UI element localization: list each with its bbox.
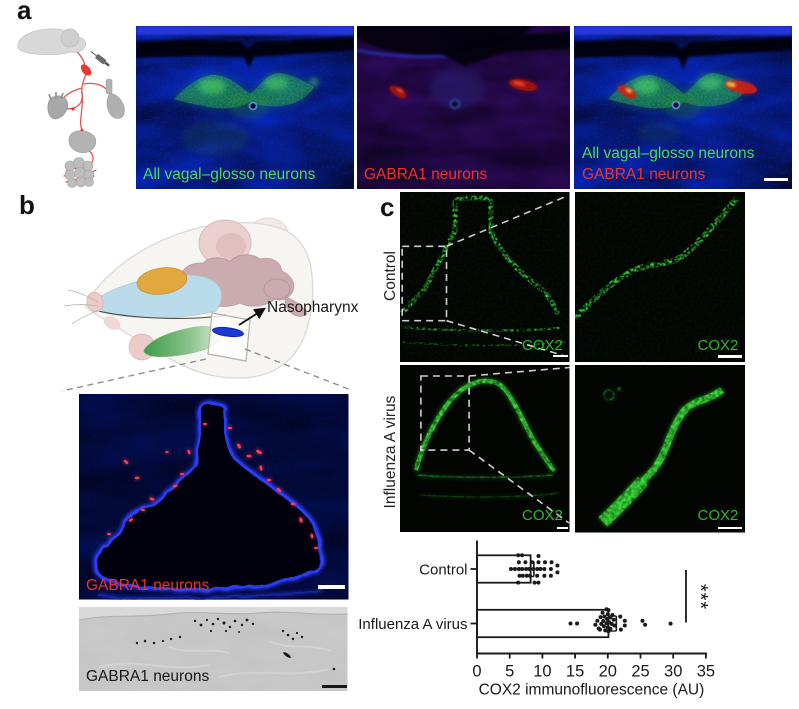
micrograph-a1-label: All vagal–glosso neurons [143,165,316,183]
micrograph-a2-gabra1-neurons [356,25,570,189]
svg-text:Influenza A virus: Influenza A virus [358,616,467,633]
panel-c-row2-label: Influenza A virus [382,395,399,509]
svg-text:10: 10 [533,663,551,681]
micrograph-a2-label: GABRA1 neurons [364,165,488,183]
micrograph-c-control-overview [400,192,570,362]
panel-c-row1-label: Control [382,251,399,301]
micrograph-b1-nasopharynx [79,394,349,600]
svg-text:20: 20 [599,663,617,681]
cox2-label-c22: COX2 [697,507,739,524]
syringe-icon [90,51,110,67]
svg-text:5: 5 [505,663,514,681]
cox2-label-c11: COX2 [522,337,563,354]
micrograph-a3-label-red: GABRA1 neurons [582,165,706,183]
cox2-quantification-chart: 0 5 10 15 20 25 30 35 Control Influenza A virus CO… [358,540,715,699]
svg-text:COX2 immunofluorescence (AU): COX2 immunofluorescence (AU) [479,682,705,699]
nasopharynx-arrow-icon [238,307,266,326]
panel-b-zoom-cone [61,348,352,392]
cox2-label-c21: COX2 [522,507,563,524]
svg-text:Control: Control [419,561,467,578]
micrograph-b2-brightfield [79,607,348,691]
svg-text:15: 15 [566,663,584,681]
svg-text:0: 0 [472,663,481,681]
scale-bar-b1 [318,585,345,589]
inset-box-iav [420,375,470,451]
micrograph-a3-label-green: All vagal–glosso neurons [582,145,755,162]
nasopharynx-annotation: Nasopharynx [267,299,359,316]
micrograph-b1-label: GABRA1 neurons [86,577,210,594]
panel-a-label: a [17,0,32,25]
scale-bar-c12 [718,355,742,358]
micrograph-b2-label: GABRA1 neurons [86,668,210,685]
svg-text:35: 35 [697,663,715,681]
nasopharynx-marker [212,326,244,338]
panel-c-label: c [380,192,395,222]
svg-text:30: 30 [664,663,682,681]
micrograph-c-iav-overview [400,365,570,532]
vagal-innervation-diagram [17,28,125,188]
scale-bar-c21 [556,527,568,529]
scale-bar-c22 [718,526,742,529]
scale-bar-a3 [764,178,788,181]
svg-text:***: *** [689,584,711,610]
micrograph-a3-merge [573,25,792,189]
mouse-head-schematic [63,217,314,379]
scale-bar-c11 [553,354,568,357]
svg-text:25: 25 [631,663,649,681]
micrograph-c-control-inset [574,192,745,362]
cox2-label-c12: COX2 [697,337,739,354]
micrograph-c-iav-inset [574,365,745,533]
micrograph-a1-vagal-neurons [135,25,354,189]
panel-b-label: b [19,190,35,220]
scale-bar-b2 [322,684,347,688]
